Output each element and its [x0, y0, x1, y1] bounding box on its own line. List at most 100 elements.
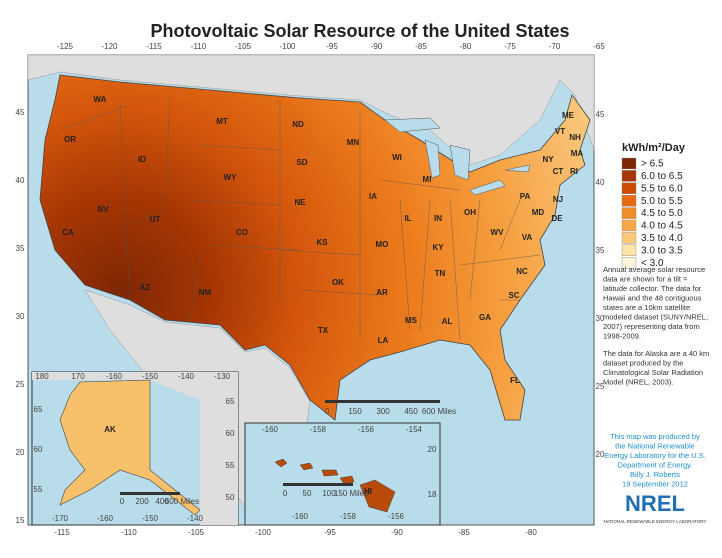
latitude-label: 20	[596, 450, 605, 459]
state-label: VA	[522, 233, 533, 242]
state-label: KS	[316, 238, 328, 247]
state-label: MA	[571, 149, 584, 158]
state-label: SC	[508, 291, 519, 300]
longitude-label: -105	[188, 528, 205, 537]
latitude-label: 30	[16, 312, 25, 321]
longitude-label: -156	[358, 425, 375, 434]
alaska-inset	[31, 371, 239, 526]
legend-label: 3.5 to 4.0	[641, 233, 683, 244]
scale-label: 600 Miles	[165, 497, 199, 506]
latitude-label: 65	[226, 397, 235, 406]
state-label: NC	[516, 267, 528, 276]
latitude-label: 55	[34, 485, 43, 494]
logo-subtitle: NATIONAL RENEWABLE ENERGY LABORATORY	[603, 519, 706, 524]
longitude-label: -158	[310, 425, 327, 434]
credit-line: the National Renewable	[615, 441, 695, 450]
longitude-label: -170	[52, 514, 69, 523]
latitude-label: 60	[34, 445, 43, 454]
latitude-label: 25	[596, 382, 605, 391]
great-lakes	[384, 117, 531, 196]
state-label: WV	[491, 228, 505, 237]
alaska-scale-bar	[120, 492, 180, 495]
latitude-label: 35	[16, 244, 25, 253]
scale-label: 450	[404, 407, 418, 416]
state-label: MS	[405, 316, 418, 325]
legend-label: 5.0 to 5.5	[641, 196, 683, 207]
hawaii	[274, 458, 396, 513]
longitude-label: 180	[35, 372, 49, 381]
alaska	[59, 379, 201, 516]
latitude-label: 35	[596, 246, 605, 255]
state-label: VT	[555, 127, 565, 136]
longitude-label: -125	[57, 42, 74, 51]
note-line: latitude collector. The data for	[603, 284, 702, 293]
longitude-label: -160	[292, 512, 309, 521]
state-label: AR	[376, 288, 388, 297]
state-label: TN	[435, 269, 446, 278]
longitude-label: -130	[214, 372, 231, 381]
state-label: AZ	[140, 283, 151, 292]
scale-label: 150	[348, 407, 362, 416]
latitude-label: 20	[428, 445, 437, 454]
longitude-label: -85	[415, 42, 427, 51]
legend-label: 4.5 to 5.0	[641, 208, 683, 219]
state-label: IN	[434, 214, 442, 223]
latitude-label: 20	[16, 448, 25, 457]
note-line: data are shown for a tilt =	[603, 274, 688, 283]
longitude-label: -150	[142, 514, 159, 523]
state-label: MD	[532, 208, 545, 217]
latitude-label: 18	[428, 490, 437, 499]
latitude-label: 40	[596, 178, 605, 187]
scale-label: 400	[155, 497, 169, 506]
state-label: WY	[224, 173, 238, 182]
latitude-label: 30	[596, 314, 605, 323]
credit-line: Energy Laboratory for the U.S.	[604, 451, 706, 460]
longitude-label: -105	[235, 42, 252, 51]
legend-swatch	[621, 194, 637, 207]
state-label: CA	[62, 228, 74, 237]
note-line: dataset produced by the	[603, 358, 683, 367]
latitude-label: 25	[16, 380, 25, 389]
note-line: Model (NREL, 2003).	[603, 377, 673, 386]
hawaii-scale-bar	[283, 483, 353, 486]
state-label: UT	[150, 215, 161, 224]
state-label: IA	[369, 192, 377, 201]
state-label: WA	[94, 95, 107, 104]
state-borders	[59, 94, 541, 341]
legend-label: 3.0 to 3.5	[641, 245, 683, 256]
longitude-label: -150	[142, 372, 159, 381]
credit-line: This map was produced by	[610, 432, 700, 441]
note-line: states are a 10km satellite	[603, 303, 690, 312]
longitude-label: -140	[178, 372, 195, 381]
state-label: NY	[542, 155, 554, 164]
credit-line: 19 September 2012	[622, 479, 688, 488]
main-scale-bar	[325, 400, 440, 403]
longitude-label: 170	[71, 372, 85, 381]
longitude-label: -154	[406, 425, 423, 434]
longitude-label: -160	[97, 514, 114, 523]
state-label: NE	[294, 198, 306, 207]
state-label: OH	[464, 208, 476, 217]
legend-title: kWh/m²/Day	[622, 142, 686, 154]
latitude-label: 45	[16, 108, 25, 117]
scale-label: 300	[376, 407, 390, 416]
latitude-label: 40	[16, 176, 25, 185]
latitude-label: 45	[596, 110, 605, 119]
state-label: MI	[423, 175, 432, 184]
longitude-label: -95	[326, 42, 338, 51]
note-line: The data for Alaska are a 40 km	[603, 349, 709, 358]
legend-label: 6.0 to 6.5	[641, 171, 683, 182]
longitude-label: -115	[54, 528, 70, 537]
legend-swatch	[621, 157, 637, 170]
state-label: LA	[378, 336, 389, 345]
state-label: FL	[510, 376, 520, 385]
legend-label: 4.0 to 4.5	[641, 221, 683, 232]
longitude-label: -65	[593, 42, 605, 51]
state-label: NM	[199, 288, 212, 297]
scale-label: 100	[322, 489, 336, 498]
state-label: AL	[442, 317, 453, 326]
scale-label: 600 Miles	[422, 407, 456, 416]
longitude-label: -80	[460, 42, 472, 51]
state-label: RI	[570, 167, 578, 176]
